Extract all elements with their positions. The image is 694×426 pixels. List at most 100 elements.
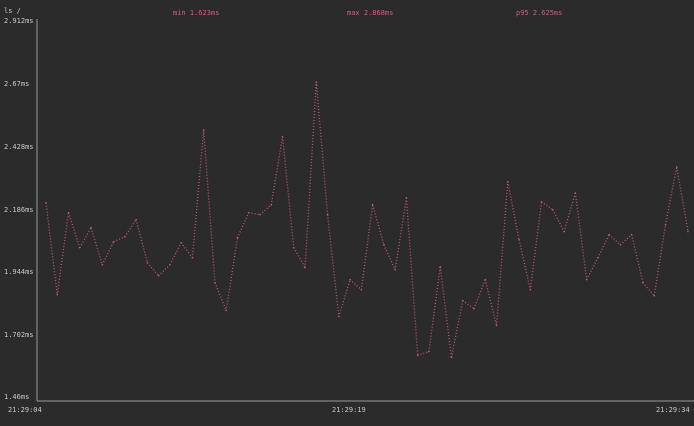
- series-segment: [113, 236, 126, 243]
- series-segment: [45, 202, 58, 295]
- data-point: [552, 208, 554, 211]
- y-tick-label: 2.912ms: [4, 17, 34, 25]
- series-segment: [417, 350, 430, 357]
- x-tick-label: 21:29:19: [332, 406, 366, 414]
- series-segment: [349, 279, 362, 291]
- series-segment: [529, 201, 543, 290]
- data-point: [101, 264, 104, 266]
- data-point: [529, 288, 532, 291]
- data-point: [67, 211, 70, 214]
- y-tick-label: 2.186ms: [4, 205, 34, 214]
- series-segment: [214, 282, 227, 311]
- series-segment: [450, 300, 464, 358]
- y-tick-label: 1.944ms: [4, 268, 34, 277]
- data-point: [191, 256, 194, 259]
- series-segment: [439, 266, 453, 358]
- series-segment: [619, 234, 633, 246]
- data-point: [439, 265, 442, 268]
- series-segment: [326, 214, 340, 317]
- data-point: [450, 356, 453, 359]
- data-point: [124, 235, 126, 238]
- data-point: [349, 278, 351, 281]
- series-segment: [225, 237, 239, 311]
- data-point: [518, 238, 520, 241]
- series-segment: [270, 136, 284, 205]
- data-point: [259, 213, 261, 216]
- y-tick-label: 1.46ms: [4, 393, 30, 401]
- series-segment: [507, 181, 520, 240]
- data-point: [315, 81, 318, 83]
- data-point: [225, 309, 228, 312]
- y-tick-label: 2.67ms: [4, 79, 30, 88]
- series-segment: [124, 219, 137, 238]
- data-point: [326, 213, 329, 216]
- series-segment: [338, 279, 351, 317]
- data-point: [619, 244, 622, 246]
- command-label: ls /: [4, 7, 21, 15]
- data-point: [540, 200, 543, 203]
- max-stat: max 2.868ms: [347, 9, 394, 17]
- data-point: [405, 197, 408, 199]
- series-segment: [101, 241, 115, 266]
- data-point: [630, 233, 633, 236]
- series-segment: [552, 209, 565, 232]
- series-segment: [191, 129, 205, 258]
- series-segment: [676, 166, 689, 232]
- data-point: [135, 218, 137, 221]
- data-point: [214, 281, 216, 284]
- series-segment: [169, 242, 182, 266]
- data-point: [292, 246, 295, 249]
- series-segment: [642, 282, 655, 297]
- series-segment: [394, 197, 408, 270]
- series-segment: [79, 227, 92, 248]
- series-segment: [495, 181, 509, 326]
- data-point: [608, 233, 610, 236]
- x-tick-label: 21:29:34: [656, 406, 690, 414]
- series-segment: [372, 204, 385, 245]
- data-point: [675, 166, 678, 168]
- series-segment: [405, 197, 419, 356]
- data-point: [56, 293, 59, 296]
- data-point: [112, 240, 115, 243]
- data-point: [563, 230, 565, 233]
- data-point: [574, 192, 577, 194]
- series-segment: [248, 211, 261, 216]
- data-point: [45, 201, 47, 204]
- series-segment: [664, 166, 678, 225]
- series-segment: [473, 279, 486, 309]
- data-point: [146, 261, 149, 264]
- series-segment: [180, 242, 193, 259]
- x-tick-label: 21:29:04: [8, 406, 42, 414]
- p95-stat: p95 2.625ms: [516, 9, 563, 17]
- min-stat: min 1.623ms: [173, 9, 220, 17]
- series-segment: [293, 247, 306, 268]
- data-point: [281, 136, 284, 138]
- series-segment: [574, 192, 588, 280]
- series-segment: [484, 279, 498, 326]
- data-point: [383, 244, 385, 246]
- data-point: [653, 294, 656, 297]
- data-point: [90, 226, 92, 229]
- y-tick-label: 1.702ms: [4, 331, 34, 340]
- series-segment: [315, 81, 329, 215]
- series-segment: [158, 264, 171, 277]
- data-point: [664, 224, 667, 226]
- data-point: [270, 204, 273, 206]
- series-segment: [563, 192, 576, 232]
- series-segment: [67, 212, 81, 248]
- data-point: [338, 315, 340, 318]
- data-point: [247, 211, 250, 214]
- series-segment: [586, 257, 599, 280]
- data-point: [202, 128, 205, 131]
- series-segment: [383, 244, 396, 271]
- data-point: [416, 354, 419, 357]
- series-segment: [135, 219, 148, 263]
- data-point: [169, 264, 171, 266]
- data-point: [642, 281, 644, 284]
- series-segment: [56, 212, 70, 295]
- series-segment: [259, 204, 272, 216]
- series-segment: [428, 266, 441, 352]
- y-tick-label: 2.428ms: [4, 142, 34, 151]
- series-segment: [653, 224, 667, 296]
